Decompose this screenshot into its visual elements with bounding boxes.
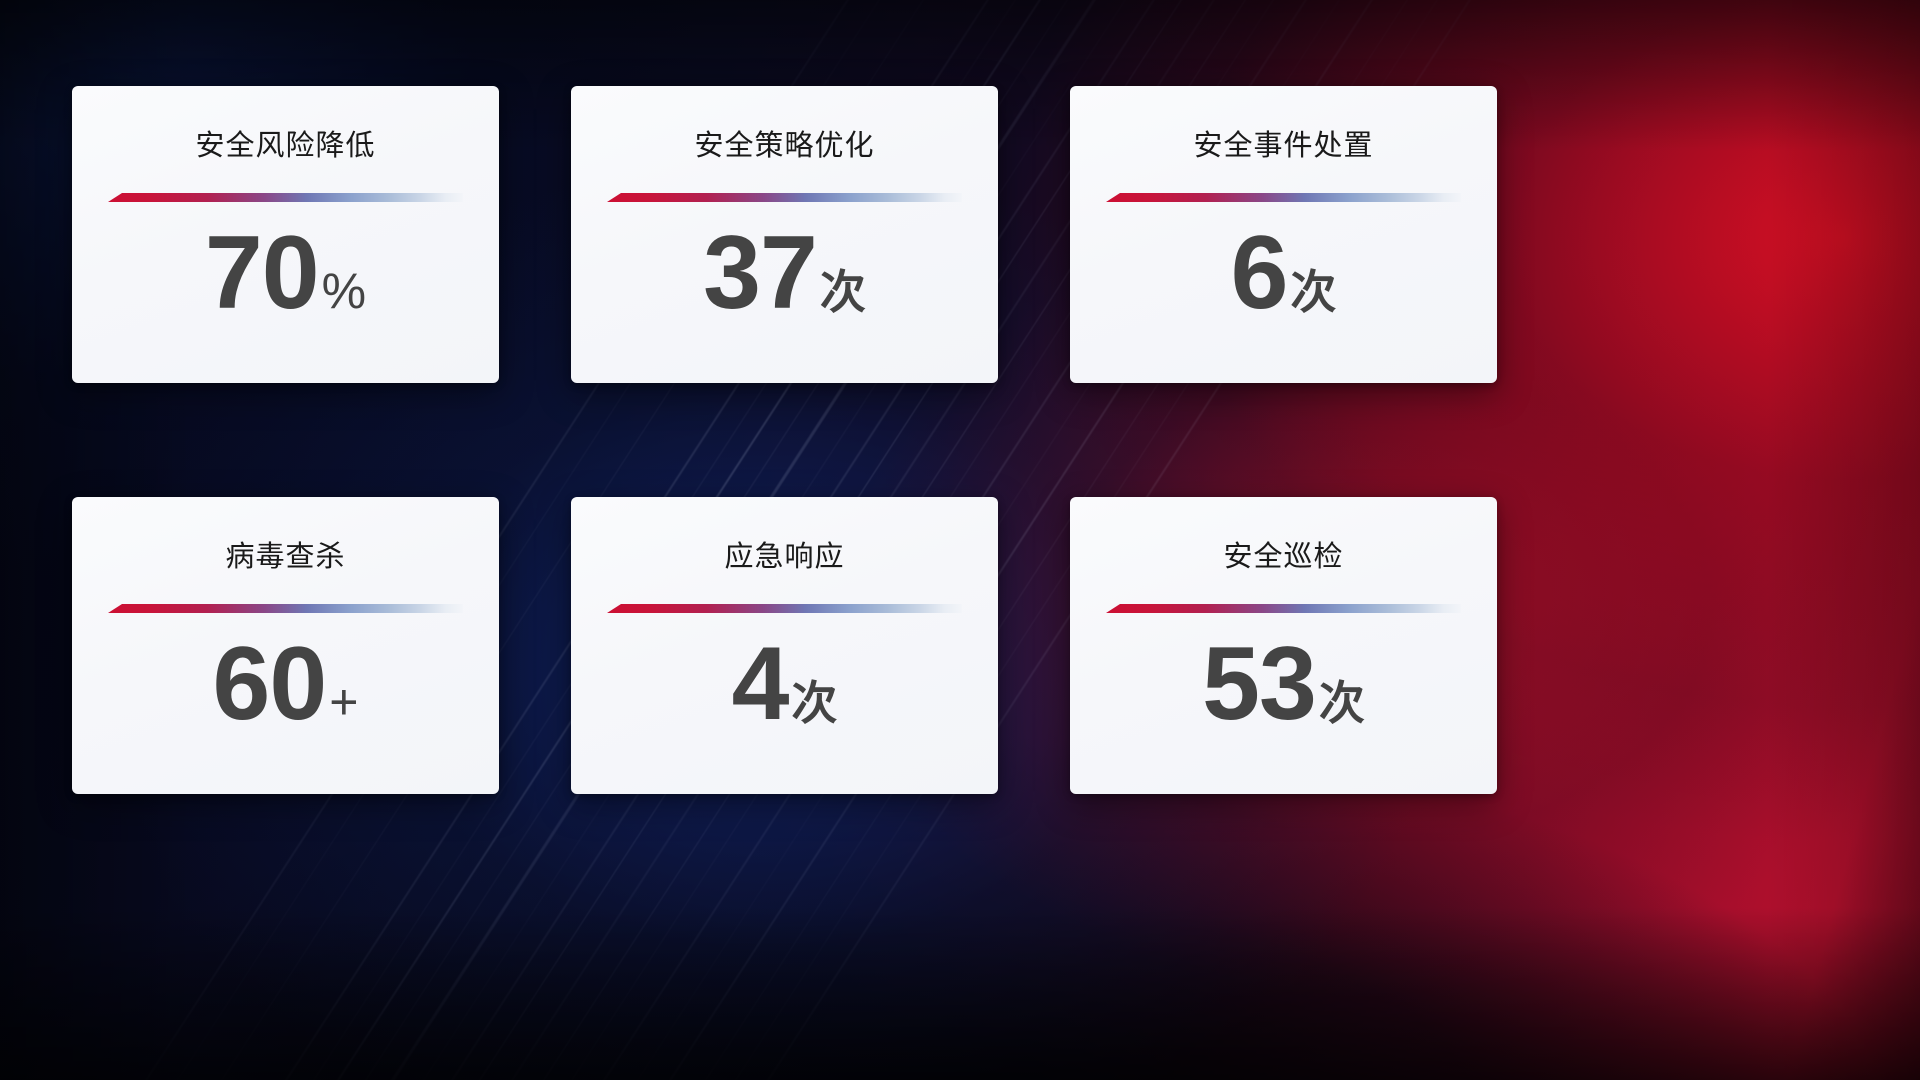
stat-card-value-row: 53 次: [1202, 626, 1365, 743]
stat-card-unit: 次: [1290, 266, 1337, 319]
stat-card-title: 安全策略优化: [694, 130, 875, 162]
stat-card-divider: [1106, 193, 1461, 203]
stat-card-divider: [108, 604, 463, 614]
stat-card-unit: 次: [1318, 677, 1365, 730]
stat-card-unit: 次: [819, 266, 866, 319]
stat-card-value-row: 4 次: [731, 626, 838, 743]
stat-card-value: 53: [1202, 626, 1317, 743]
stat-card-unit: +: [329, 674, 359, 731]
stat-card[interactable]: 病毒查杀 60 +: [72, 497, 499, 794]
stat-card-value-row: 60 +: [212, 626, 359, 743]
stat-card-value: 4: [731, 626, 790, 743]
stat-card-title: 应急响应: [724, 541, 845, 573]
stats-card-grid: 安全风险降低 70 % 安全策略优化 37 次 安全事件处置 6 次 病毒查杀 …: [72, 86, 1497, 794]
stat-card-divider: [607, 604, 962, 614]
stat-card-value-row: 70 %: [204, 215, 367, 332]
stat-card[interactable]: 安全巡检 53 次: [1070, 497, 1497, 794]
stat-card-title: 安全风险降低: [195, 130, 376, 162]
stat-card-value: 6: [1230, 215, 1289, 332]
stat-card-title: 安全巡检: [1223, 541, 1344, 573]
stat-card[interactable]: 安全事件处置 6 次: [1070, 86, 1497, 383]
stat-card-unit: 次: [791, 677, 838, 730]
stat-card-value: 60: [212, 626, 328, 743]
stat-card-title: 病毒查杀: [225, 541, 346, 573]
stat-card-divider: [607, 193, 962, 203]
stat-card-value-row: 6 次: [1230, 215, 1337, 332]
stat-card[interactable]: 安全策略优化 37 次: [571, 86, 998, 383]
stat-card-value-row: 37 次: [703, 215, 866, 332]
stat-card-value: 37: [703, 215, 818, 332]
stat-card-unit: %: [321, 263, 367, 320]
stat-card-divider: [108, 193, 463, 203]
stat-card-title: 安全事件处置: [1193, 130, 1374, 162]
stat-card[interactable]: 安全风险降低 70 %: [72, 86, 499, 383]
stat-card-divider: [1106, 604, 1461, 614]
stat-card-value: 70: [204, 215, 320, 332]
stat-card[interactable]: 应急响应 4 次: [571, 497, 998, 794]
